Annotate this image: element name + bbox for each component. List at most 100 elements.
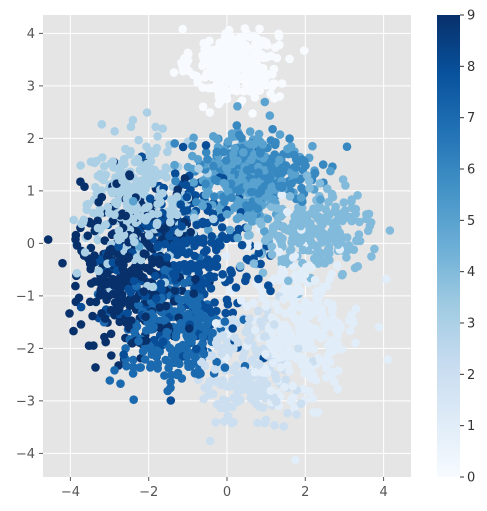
scatter-point (209, 132, 218, 141)
scatter-point (258, 287, 267, 296)
scatter-point (202, 245, 211, 255)
scatter-point (152, 143, 162, 153)
scatter-point (110, 366, 119, 375)
scatter-point (105, 376, 115, 385)
scatter-point (193, 301, 202, 311)
scatter-point (194, 164, 203, 173)
scatter-point (205, 271, 215, 281)
scatter-point (190, 369, 200, 378)
scatter-point (242, 301, 252, 311)
scatter-point (164, 363, 173, 373)
scatter-point (263, 41, 272, 50)
scatter-point (226, 179, 236, 189)
scatter-point (363, 226, 373, 236)
scatter-point (347, 203, 357, 213)
scatter-point (294, 351, 303, 360)
scatter-point (269, 195, 278, 204)
scatter-point (267, 242, 277, 251)
scatter-point (286, 396, 296, 406)
scatter-point (184, 66, 194, 76)
scatter-point (72, 268, 82, 278)
scatter-point (124, 284, 133, 294)
scatter-point (208, 389, 218, 399)
scatter-point (307, 332, 316, 341)
scatter-point (165, 343, 174, 353)
scatter-point (263, 214, 273, 224)
scatter-point (204, 304, 214, 313)
scatter-point (140, 355, 150, 364)
scatter-point (232, 71, 241, 80)
scatter-point (325, 371, 334, 380)
scatter-point (173, 325, 183, 335)
scatter-point (58, 258, 67, 268)
scatter-point (205, 52, 215, 62)
scatter-point (93, 216, 102, 226)
scatter-point (213, 58, 223, 68)
scatter-point (347, 195, 357, 204)
scatter-point (198, 201, 207, 211)
scatter-point (323, 298, 332, 307)
scatter-point (316, 218, 326, 228)
scatter-point (242, 79, 251, 89)
scatter-point (120, 159, 129, 169)
scatter-point (268, 124, 277, 134)
scatter-point (259, 332, 269, 342)
scatter-point (215, 87, 225, 97)
scatter-point (203, 155, 212, 164)
scatter-point (243, 321, 253, 330)
scatter-point (177, 374, 187, 383)
scatter-point (183, 50, 193, 59)
scatter-point (76, 161, 85, 170)
scatter-point (254, 248, 264, 258)
scatter-point (139, 287, 149, 296)
scatter-point (220, 317, 230, 326)
scatter-point (221, 251, 231, 261)
scatter-points (43, 24, 395, 465)
scatter-point (106, 244, 116, 254)
scatter-point (251, 39, 260, 48)
scatter-point (207, 238, 216, 247)
scatter-point (310, 168, 320, 178)
scatter-point (255, 86, 264, 95)
scatter-point (144, 161, 154, 171)
scatter-point (113, 164, 123, 174)
scatter-point (171, 271, 180, 281)
scatter-point (126, 122, 136, 132)
y-tick-label: 2 (27, 132, 35, 147)
colorbar-tick-label: 4 (467, 265, 475, 280)
scatter-point (156, 323, 165, 333)
scatter-point (170, 286, 180, 295)
scatter-point (381, 274, 391, 284)
scatter-point (285, 351, 295, 361)
scatter-point (220, 33, 230, 42)
scatter-point (181, 180, 191, 190)
scatter-point (189, 178, 198, 187)
scatter-point (163, 386, 172, 396)
scatter-point (260, 97, 270, 107)
scatter-point (312, 286, 321, 296)
scatter-point (249, 298, 258, 308)
colorbar-ticks: 0 1 2 3 4 5 6 7 8 9 (460, 9, 475, 486)
scatter-point (99, 162, 109, 171)
scatter-point (324, 210, 334, 220)
scatter-point (287, 238, 296, 247)
scatter-point (166, 396, 176, 405)
scatter-point (162, 327, 172, 337)
scatter-point (172, 210, 182, 220)
scatter-point (131, 269, 141, 278)
scatter-point (179, 207, 188, 216)
scatter-point (206, 257, 216, 267)
scatter-point (309, 344, 318, 354)
scatter-point (119, 350, 128, 359)
scatter-point (210, 365, 220, 374)
scatter-point (65, 309, 74, 318)
scatter-point (148, 179, 157, 188)
scatter-point (261, 349, 270, 359)
scatter-point (277, 79, 287, 88)
scatter-point (161, 301, 171, 311)
scatter-point (134, 135, 143, 145)
scatter-point (176, 318, 185, 328)
scatter-point (305, 183, 314, 193)
scatter-point (170, 169, 180, 178)
scatter-point (178, 62, 187, 72)
